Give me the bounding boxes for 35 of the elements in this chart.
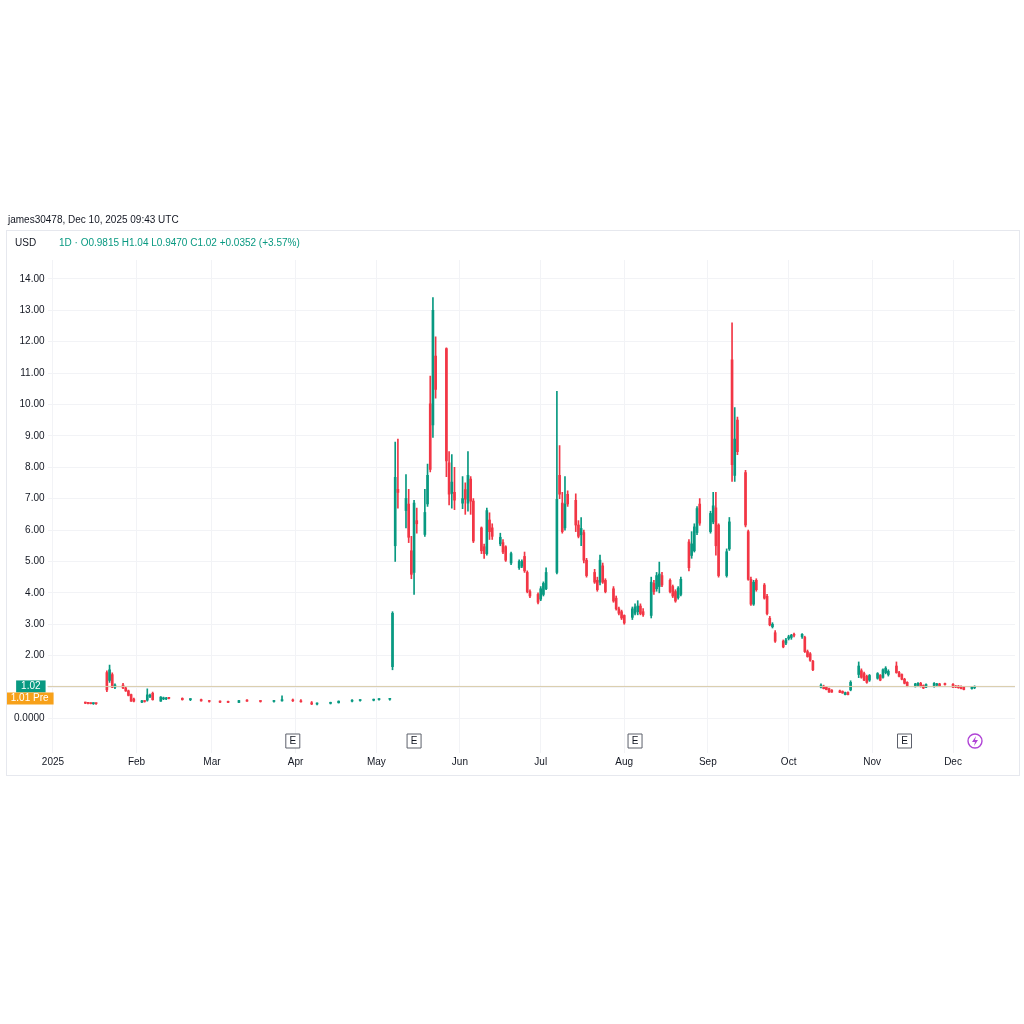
x-tick-label: Sep (698, 755, 718, 767)
x-tick-label: Jul (534, 755, 548, 767)
x-tick-label: 2025 (41, 755, 65, 767)
y-tick-label: 4.00 (25, 586, 46, 598)
x-tick-label: Oct (780, 755, 797, 767)
y-tick-label: 11.00 (20, 366, 46, 378)
y-tick-label: 6.00 (25, 523, 46, 535)
annotation: E (631, 735, 639, 747)
chart-title: 1D · O0.9815 H1.04 L0.9470 C1.02 +0.0352 (+3.57%) (59, 237, 300, 248)
y-tick-label: 12.00 (19, 335, 46, 347)
y-tick-label: 3.00 (25, 618, 46, 629)
y-axis-title: USD (15, 237, 37, 248)
y-tick-label: 2.00 (25, 649, 46, 661)
y-tick-label: 9.00 (25, 429, 46, 441)
y-tick-label: 7.00 (25, 492, 46, 504)
annotation: E (901, 735, 909, 747)
annotation: 1.01 Pre (10, 692, 50, 704)
x-tick-label: Apr (287, 755, 304, 767)
y-tick-label: 10.00 (19, 398, 46, 410)
y-tick-label: 0.0000 (13, 712, 46, 724)
chart-subtitle: james30478, Dec 10, 2025 09:43 UTC (8, 214, 179, 225)
x-tick-label: Mar (203, 755, 222, 767)
x-tick-label: Jun (451, 755, 468, 767)
y-tick-label: 5.00 (25, 555, 46, 567)
x-tick-label: Nov (863, 755, 882, 767)
y-tick-label: 13.00 (19, 303, 46, 315)
x-tick-label: Aug (615, 755, 634, 767)
ref-line-label: 1.02 (21, 680, 42, 692)
y-tick-label: 8.00 (25, 461, 46, 472)
y-tick-label: 14.00 (19, 272, 46, 284)
annotation: E (289, 735, 297, 747)
x-tick-label: Feb (127, 755, 146, 767)
x-tick-label: May (366, 755, 386, 767)
annotation: E (410, 735, 418, 747)
x-tick-label: Dec (944, 755, 962, 767)
